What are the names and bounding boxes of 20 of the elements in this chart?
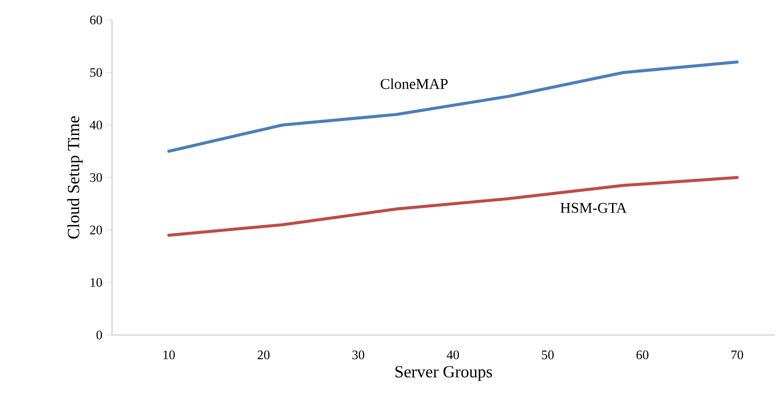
line-series [167, 60, 739, 153]
y-tick-label: 60 [90, 16, 102, 24]
x-tick-label: 60 [636, 350, 648, 360]
x-tick-label: 40 [446, 350, 459, 360]
x-tick-label: 20 [258, 350, 270, 360]
x-tick-label: 10 [164, 350, 175, 360]
y-tick-label: 30 [90, 173, 102, 182]
y-tick-label: 40 [90, 120, 102, 130]
y-tick-label: 20 [90, 226, 102, 234]
series-label: HSM-GTA [560, 202, 627, 213]
y-tick-label: 50 [90, 68, 102, 77]
line-series [167, 176, 739, 237]
x-axis-title: Server Groups [395, 366, 492, 381]
y-tick-label: 0 [96, 330, 102, 340]
x-tick-label: 30 [352, 350, 364, 360]
series-label: CloneMAP [380, 78, 448, 89]
y-tick-label: 10 [90, 278, 102, 287]
x-tick-label: 50 [542, 350, 554, 360]
y-axis-title: Cloud Setup Time [67, 116, 83, 239]
x-tick-label: 70 [732, 350, 744, 360]
